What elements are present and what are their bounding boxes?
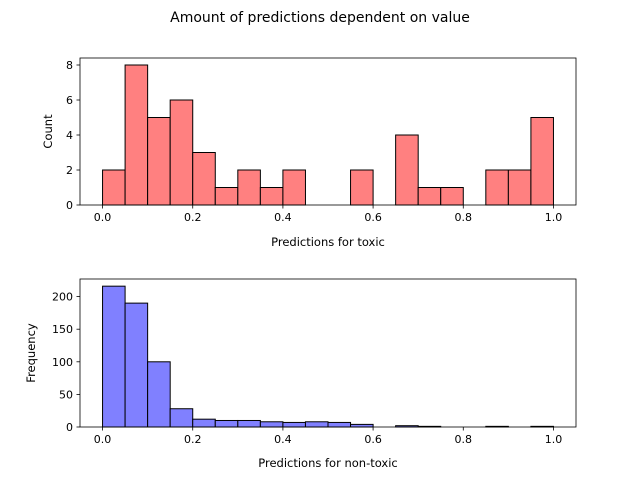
toxic-bar: [282, 169, 306, 206]
toxic-x-tick-label: 0.2: [184, 211, 202, 224]
non-toxic-y-tick-label: 50: [59, 388, 73, 401]
non-toxic-x-tick-label: 0.8: [455, 433, 473, 446]
non-toxic-bar: [259, 421, 284, 428]
toxic-y-tick-label: 8: [66, 59, 73, 72]
non-toxic-x-tick-label: 1.0: [545, 433, 563, 446]
non-toxic-bar: [304, 421, 329, 428]
toxic-bar: [124, 64, 149, 206]
toxic-bar: [169, 99, 194, 206]
non-toxic-x-tick-label: 0.2: [184, 433, 202, 446]
non-toxic-histogram: 0.0 0.2 0.4 0.6 0.8 1.0 0 50 100 150 200 Predicti…: [24, 278, 577, 470]
toxic-y-tick-label: 4: [66, 129, 73, 142]
non-toxic-y-tick-label: 200: [52, 291, 73, 304]
toxic-bar: [102, 169, 126, 206]
toxic-bar: [259, 187, 284, 206]
non-toxic-y-ticks: 0 50 100 150 200: [52, 291, 80, 434]
toxic-bar: [485, 169, 509, 206]
toxic-y-axis-label: Count: [41, 114, 55, 149]
toxic-y-ticks: 0 2 4 6 8: [66, 59, 80, 212]
toxic-histogram: 0.0 0.2 0.4 0.6 0.8 1.0 0 2 4 6 8 Predictions for…: [41, 57, 577, 249]
toxic-plot-frame: [79, 57, 577, 206]
toxic-y-tick-label: 0: [66, 199, 73, 212]
toxic-bar: [214, 187, 239, 206]
toxic-bar: [507, 169, 532, 206]
toxic-x-tick-label: 1.0: [545, 211, 563, 224]
toxic-x-axis-label: Predictions for toxic: [271, 235, 385, 249]
non-toxic-bar: [124, 302, 149, 428]
toxic-x-tick-label: 0.4: [274, 211, 292, 224]
non-toxic-y-tick-label: 0: [66, 421, 73, 434]
toxic-bar: [417, 187, 442, 206]
figure-title: Amount of predictions dependent on value: [170, 10, 470, 26]
non-toxic-bar: [214, 419, 239, 428]
non-toxic-x-axis-label: Predictions for non-toxic: [258, 456, 398, 470]
toxic-x-ticks: 0.0 0.2 0.4 0.6 0.8 1.0: [94, 205, 562, 224]
toxic-bar: [192, 152, 216, 206]
toxic-bar: [440, 187, 464, 206]
non-toxic-bar: [282, 421, 306, 428]
toxic-y-tick-label: 6: [66, 94, 73, 107]
non-toxic-y-axis-label: Frequency: [24, 323, 38, 383]
non-toxic-bar: [169, 408, 194, 428]
toxic-bar: [530, 117, 554, 206]
non-toxic-bars: [102, 285, 554, 428]
toxic-x-tick-label: 0.0: [94, 211, 112, 224]
non-toxic-bar: [327, 421, 352, 428]
toxic-bar: [147, 117, 171, 206]
toxic-bar: [395, 134, 419, 206]
toxic-bar: [350, 169, 374, 206]
non-toxic-y-tick-label: 100: [52, 356, 73, 369]
non-toxic-bar: [192, 418, 216, 428]
non-toxic-bar: [102, 285, 126, 428]
toxic-y-tick-label: 2: [66, 164, 73, 177]
non-toxic-bar: [237, 419, 261, 428]
non-toxic-plot-frame: [79, 278, 577, 428]
non-toxic-bar: [147, 361, 171, 428]
toxic-bar: [237, 169, 261, 206]
toxic-x-tick-label: 0.6: [364, 211, 382, 224]
non-toxic-x-ticks: 0.0 0.2 0.4 0.6 0.8 1.0: [94, 427, 562, 446]
toxic-bars: [102, 64, 554, 206]
non-toxic-x-tick-label: 0.0: [94, 433, 112, 446]
non-toxic-y-tick-label: 150: [52, 323, 73, 336]
non-toxic-x-tick-label: 0.4: [274, 433, 292, 446]
non-toxic-x-tick-label: 0.6: [364, 433, 382, 446]
toxic-x-tick-label: 0.8: [455, 211, 473, 224]
